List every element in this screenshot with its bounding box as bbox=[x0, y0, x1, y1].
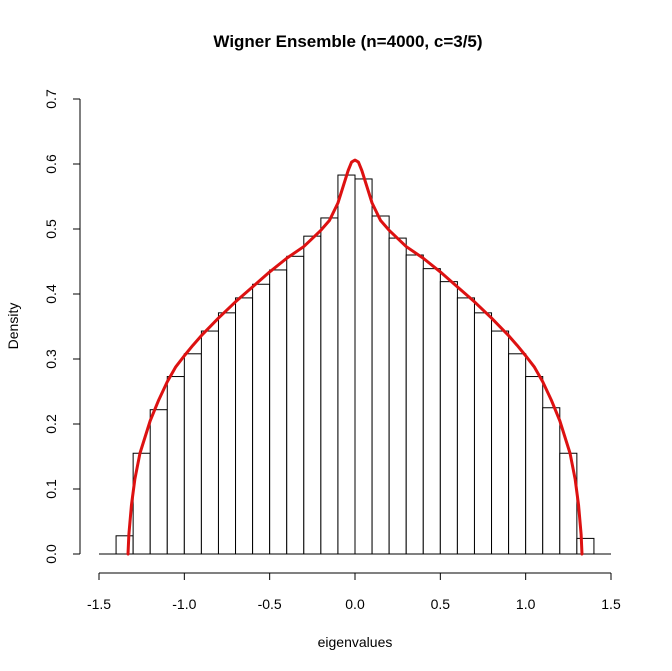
histogram-bar bbox=[337, 174, 356, 555]
histogram-bar bbox=[166, 376, 185, 555]
histogram-bar bbox=[252, 283, 271, 555]
histogram-bar bbox=[183, 353, 202, 555]
histogram-bar bbox=[217, 312, 237, 555]
axes: -1.5 -1.0 -0.5 0.0 0.5 1.0 1.5 0.0 0.1 0.2 0.3 0.4 0… bbox=[43, 89, 621, 612]
x-tick-label: 0.0 bbox=[345, 596, 365, 612]
y-tick-label: 0.1 bbox=[43, 479, 59, 499]
x-tick-label: 0.5 bbox=[431, 596, 451, 612]
histogram-bar bbox=[115, 535, 134, 555]
histogram-bar bbox=[235, 297, 254, 555]
histogram-bar bbox=[473, 312, 493, 555]
chart-title: Wigner Ensemble (n=4000, c=3/5) bbox=[213, 32, 482, 51]
histogram-bar bbox=[439, 281, 458, 555]
x-tick-label: 1.0 bbox=[516, 596, 536, 612]
y-tick-label: 0.3 bbox=[43, 349, 59, 369]
x-tick-label: -1.0 bbox=[172, 596, 196, 612]
histogram-bar bbox=[354, 178, 373, 555]
y-tick-label: 0.2 bbox=[43, 414, 59, 434]
y-tick-label: 0.5 bbox=[43, 219, 59, 239]
histogram-bar bbox=[491, 330, 510, 555]
x-tick-label: -0.5 bbox=[258, 596, 282, 612]
histogram-bar bbox=[200, 330, 219, 555]
x-tick-label: -1.5 bbox=[87, 596, 111, 612]
x-axis-label: eigenvalues bbox=[318, 634, 393, 650]
histogram-bar bbox=[525, 376, 544, 555]
histogram-bar bbox=[269, 269, 288, 555]
histogram-bar bbox=[149, 409, 168, 555]
histogram-bar bbox=[542, 407, 561, 555]
y-tick-label: 0.0 bbox=[43, 544, 59, 564]
histogram-bar bbox=[286, 255, 305, 555]
y-tick-label: 0.7 bbox=[43, 89, 59, 109]
y-tick-label: 0.6 bbox=[43, 154, 59, 174]
histogram-bar bbox=[508, 353, 527, 555]
histogram-bar bbox=[405, 254, 424, 555]
x-tick-label: 1.5 bbox=[601, 596, 621, 612]
histogram-bar bbox=[422, 268, 441, 555]
density-curve bbox=[126, 158, 584, 556]
histogram-bar bbox=[320, 217, 339, 555]
histogram-bar bbox=[576, 537, 595, 555]
histogram-bar bbox=[371, 215, 390, 555]
histogram-bar bbox=[456, 297, 475, 555]
y-axis-label: Density bbox=[5, 303, 21, 350]
histogram-bars bbox=[99, 174, 611, 555]
histogram-bar bbox=[303, 235, 322, 555]
y-tick-label: 0.4 bbox=[43, 284, 59, 304]
histogram-bar bbox=[388, 237, 407, 555]
